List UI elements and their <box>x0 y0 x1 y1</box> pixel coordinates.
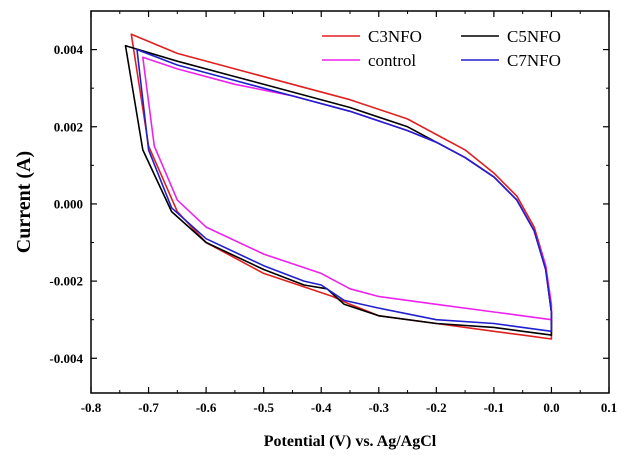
legend-label-c7nfo: C7NFO <box>507 51 561 70</box>
x-axis-title: Potential (V) vs. Ag/AgCl <box>264 433 437 450</box>
y-tick-label: -0.002 <box>49 274 83 289</box>
x-tick-label: -0.6 <box>196 400 217 415</box>
series-line-c3nfo <box>130 33 553 340</box>
y-tick-label: 0.002 <box>54 119 83 134</box>
series-line-c7nfo <box>136 48 553 333</box>
x-tick-label: -0.3 <box>368 400 389 415</box>
series-line-c5nfo <box>124 44 553 336</box>
y-tick-label: 0.004 <box>54 42 84 57</box>
x-tick-label: 0.0 <box>543 400 559 415</box>
x-axis-ticks: -0.8 -0.7 -0.6 -0.5 -0.4 -0.3 -0.2 -0.1 0.0 0.1 <box>81 11 617 415</box>
series-layer <box>124 33 553 340</box>
series-line-control <box>142 56 553 321</box>
x-tick-label: -0.4 <box>311 400 332 415</box>
y-axis-title: Current (A) <box>13 151 35 253</box>
x-tick-label: -0.1 <box>484 400 505 415</box>
x-tick-label: -0.5 <box>253 400 274 415</box>
legend-label-c3nfo: C3NFO <box>368 27 422 46</box>
y-tick-label: -0.004 <box>49 351 83 366</box>
x-tick-label: 0.1 <box>601 400 617 415</box>
legend-label-c5nfo: C5NFO <box>507 27 561 46</box>
y-axis-ticks: -0.004 -0.002 0.000 0.002 0.004 <box>49 10 609 366</box>
y-tick-label: 0.000 <box>54 196 83 211</box>
x-tick-label: -0.8 <box>81 400 102 415</box>
legend: C3NFO C5NFO control C7NFO <box>322 27 561 70</box>
x-tick-label: -0.7 <box>138 400 159 415</box>
x-tick-label: -0.2 <box>426 400 447 415</box>
legend-label-control: control <box>368 51 416 70</box>
